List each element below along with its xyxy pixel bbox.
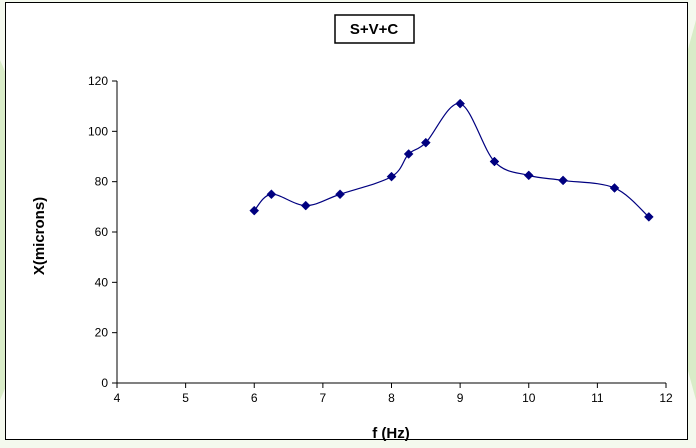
data-point [609, 183, 620, 193]
data-point [335, 189, 345, 200]
data-point [455, 98, 465, 109]
x-tick-label: 8 [388, 391, 395, 405]
x-axis-title: f (Hz) [372, 425, 410, 441]
chart-frame: S+V+C 0 20 40 60 80 100 120 4 5 6 7 8 9 10 11 12 f (Hz… [5, 2, 688, 441]
y-tick-label: 40 [95, 275, 109, 289]
x-tick-label: 12 [659, 391, 673, 405]
data-point [643, 212, 654, 222]
chart-svg: S+V+C 0 20 40 60 80 100 120 4 5 6 7 8 9 10 11 12 f (Hz… [31, 14, 673, 441]
x-tick-label: 7 [320, 391, 327, 405]
series-layer [249, 98, 654, 222]
x-tick-label: 11 [591, 391, 604, 405]
x-tick-label: 4 [114, 391, 121, 405]
y-tick-label: 60 [95, 225, 109, 239]
y-tick-label: 120 [88, 74, 108, 88]
series-line [253, 103, 650, 218]
x-axis: 4 5 6 7 8 9 10 11 12 [114, 382, 673, 405]
data-point [420, 137, 431, 148]
data-point [300, 200, 311, 211]
chart-title-box [334, 14, 415, 44]
y-axis-title: X(microns) [31, 197, 48, 275]
x-tick-label: 10 [522, 391, 536, 405]
data-point [249, 205, 260, 216]
y-tick-label: 80 [95, 175, 109, 189]
y-tick-label: 20 [95, 326, 109, 340]
x-tick-label: 6 [251, 391, 258, 405]
data-point [266, 189, 277, 200]
y-tick-label: 0 [101, 376, 108, 390]
y-tick-label: 100 [88, 124, 108, 138]
chart-title: S+V+C [350, 21, 399, 38]
data-point [558, 175, 568, 186]
y-axis: 0 20 40 60 80 100 120 [88, 74, 118, 390]
x-tick-label: 5 [182, 391, 189, 405]
data-point [489, 156, 500, 167]
x-tick-label: 9 [457, 391, 464, 405]
data-point [523, 170, 534, 181]
data-point [386, 171, 397, 182]
data-point [403, 149, 414, 159]
